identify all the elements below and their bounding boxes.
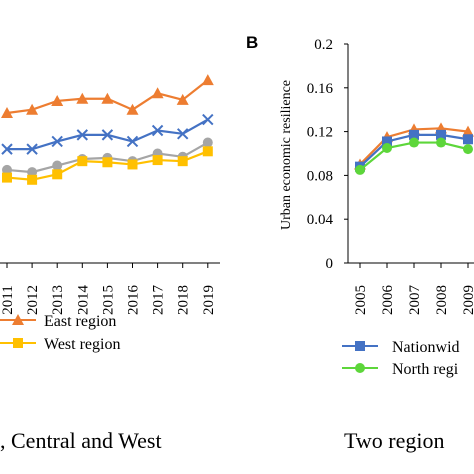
left-nationwide-point-4 — [101, 129, 114, 141]
right-caption: Two region — [344, 428, 445, 453]
panel-right-chart: B Urban economic resilience 0 0.04 0.08 0.1… — [246, 33, 474, 453]
left-legend: East region West region — [0, 313, 120, 353]
left-x-tick-label-5: 2016 — [126, 285, 142, 316]
left-west-point-2 — [52, 169, 63, 180]
left-west-point-3 — [77, 156, 88, 167]
legend-west-label: West region — [44, 336, 120, 353]
right-north-point-3 — [436, 137, 446, 148]
right-x-tick-label-1: 2006 — [380, 285, 396, 316]
left-east-point-1 — [26, 103, 39, 115]
panel-left-chart: 2011 2012 2013 2014 2015 2016 2017 2018 2019 Eas… — [0, 74, 220, 453]
left-x-tick-label-4: 2015 — [100, 285, 116, 315]
right-x-tick-label-3: 2008 — [434, 285, 450, 315]
right-y-tick-label-5: 0.2 — [314, 37, 333, 53]
left-east-point-5 — [126, 103, 139, 115]
left-west-point-7 — [177, 156, 188, 167]
left-x-tick-label-7: 2018 — [176, 285, 192, 315]
left-nationwide-point-0 — [1, 143, 13, 155]
legend-east-label: East region — [44, 313, 116, 330]
left-nationwide-point-1 — [26, 143, 38, 155]
legend-nationwide-square-icon — [355, 341, 365, 351]
left-central-point-8 — [202, 137, 213, 148]
panel-label-b: B — [246, 33, 258, 52]
left-x-tick-label-0: 2011 — [0, 285, 16, 314]
right-legend: Nationwid North regi — [342, 339, 460, 378]
right-x-tick-labels: 2005 2006 2007 2008 2009 — [353, 263, 474, 315]
left-central-point-1 — [27, 167, 38, 178]
right-y-tick-labels: 0 0.04 0.08 0.12 0.16 0.2 — [307, 37, 348, 272]
left-nationwide-point-7 — [176, 128, 189, 140]
left-x-tick-label-8: 2019 — [201, 285, 217, 315]
left-x-tick-label-2: 2013 — [50, 285, 66, 315]
right-nationwide-point-1 — [382, 136, 392, 147]
right-x-tick-label-0: 2005 — [353, 285, 369, 315]
right-x-tick-label-4: 2009 — [461, 285, 474, 315]
right-north-point-1 — [382, 143, 392, 154]
legend-north-circle-icon — [355, 363, 365, 373]
left-caption: , Central and West — [0, 428, 162, 453]
right-series-marks — [354, 122, 474, 175]
right-nationwide-point-3 — [436, 129, 446, 140]
right-x-tick-label-2: 2007 — [407, 285, 423, 316]
right-nationwide-point-2 — [409, 129, 419, 140]
right-y-tick-label-0: 0 — [326, 256, 334, 272]
left-west-point-1 — [27, 174, 38, 185]
left-west-point-6 — [152, 155, 163, 166]
left-nationwide-point-5 — [126, 135, 139, 148]
left-x-tick-label-6: 2017 — [151, 285, 167, 316]
left-east-point-7 — [176, 93, 189, 105]
legend-nationwide-label: Nationwid — [392, 339, 460, 356]
left-x-tick-labels: 2011 2012 2013 2014 2015 2016 2017 2018 2019 — [0, 263, 217, 315]
left-nationwide-point-8 — [202, 113, 214, 126]
right-east-point-4 — [462, 125, 474, 137]
left-east-point-6 — [151, 87, 164, 99]
right-y-tick-label-1: 0.04 — [307, 212, 334, 228]
right-north-point-4 — [463, 144, 473, 155]
right-y-tick-label-2: 0.08 — [307, 168, 333, 184]
left-central-point-2 — [52, 160, 63, 171]
left-west-point-5 — [127, 159, 138, 170]
right-y-tick-label-3: 0.12 — [307, 125, 333, 141]
left-east-point-4 — [101, 92, 114, 104]
left-west-point-8 — [202, 146, 213, 157]
left-east-point-8 — [201, 74, 214, 86]
right-y-tick-label-4: 0.16 — [307, 81, 334, 97]
left-east-point-3 — [76, 92, 89, 104]
left-nationwide-point-6 — [151, 124, 164, 137]
left-west-point-0 — [2, 172, 12, 183]
left-series-marks — [1, 74, 214, 185]
right-north-point-0 — [355, 164, 365, 175]
left-x-tick-label-3: 2014 — [75, 285, 91, 316]
left-nationwide-point-3 — [76, 129, 89, 141]
legend-east-triangle-icon — [12, 314, 24, 325]
left-east-point-0 — [1, 106, 13, 118]
legend-north-label: North regi — [392, 361, 459, 378]
legend-west-square-icon — [13, 338, 23, 348]
right-nationwide-point-4 — [463, 134, 473, 145]
left-west-point-4 — [102, 157, 113, 168]
left-east-point-2 — [51, 94, 64, 106]
left-nationwide-point-2 — [51, 135, 63, 148]
left-x-tick-label-1: 2012 — [25, 285, 41, 315]
right-y-axis-label: Urban economic resilience — [279, 80, 294, 230]
right-north-point-2 — [409, 137, 419, 148]
left-central-point-0 — [2, 164, 12, 175]
